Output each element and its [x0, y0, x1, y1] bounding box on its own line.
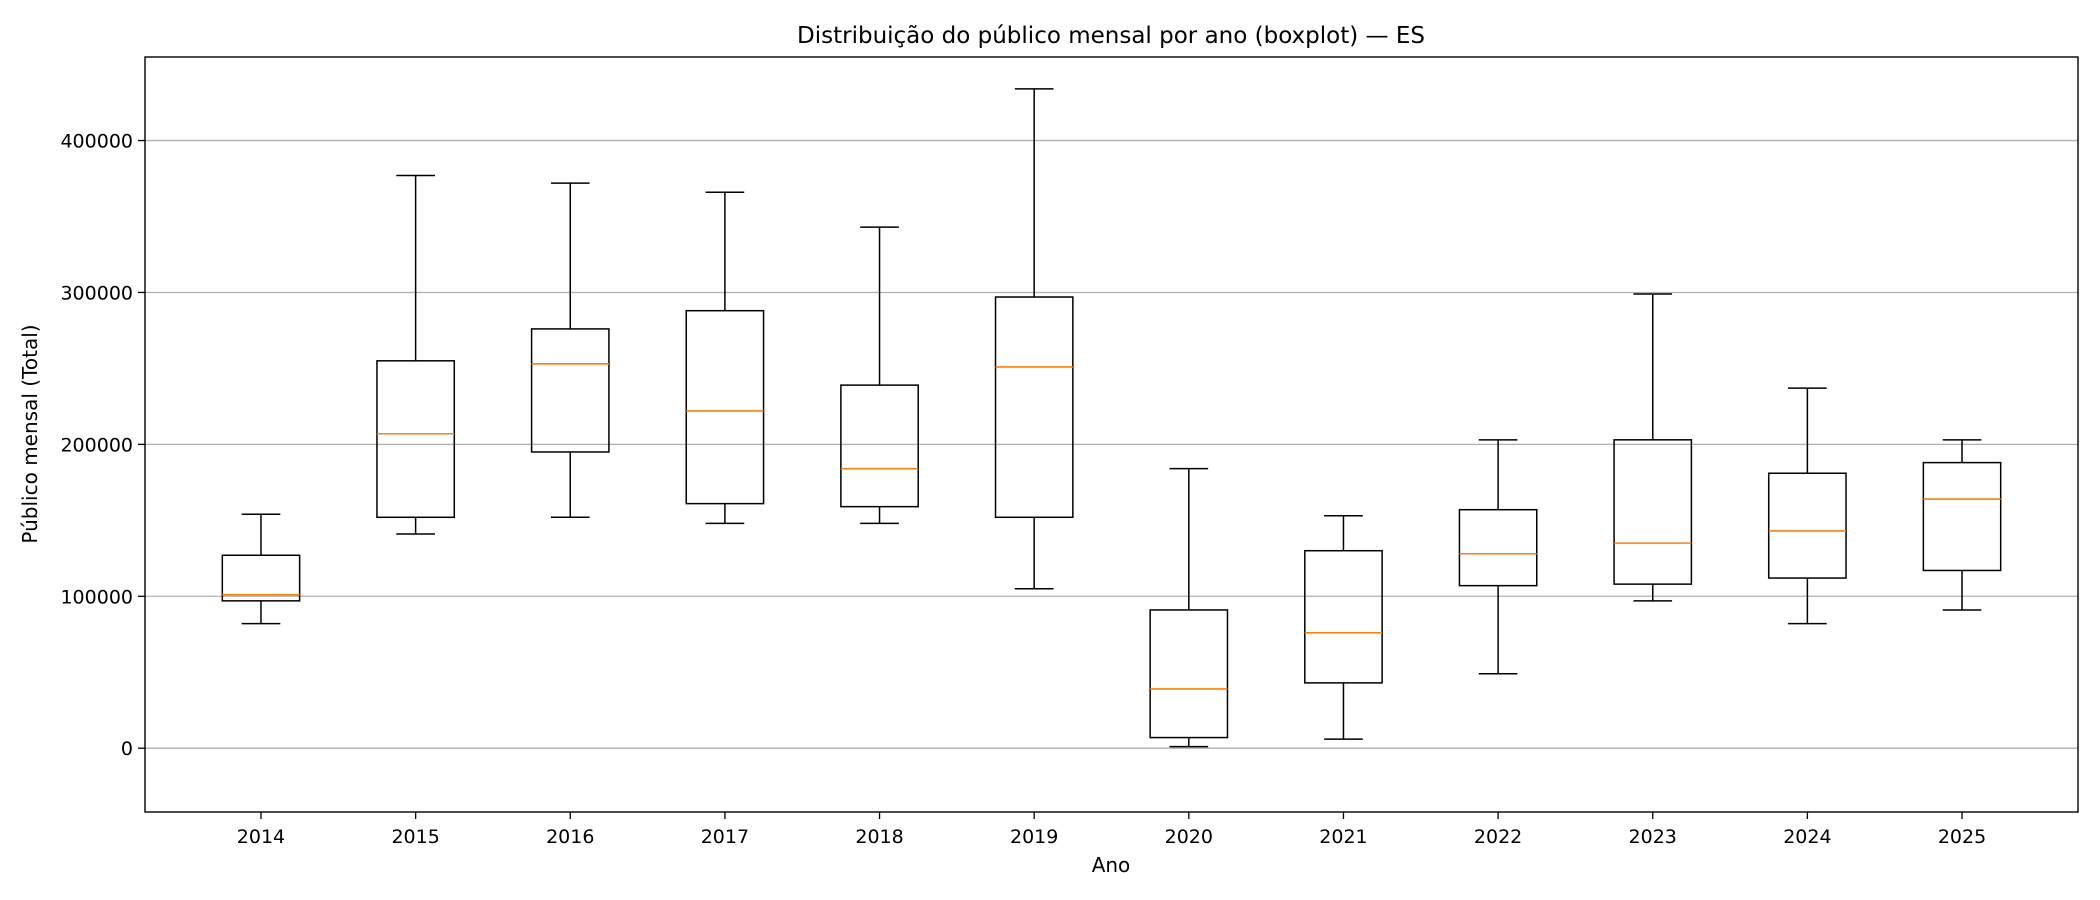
y-tick-label: 0: [121, 738, 133, 760]
plot-frame: [144, 56, 2079, 813]
y-axis-ticks: 0 100000 200000 300000 400000: [60, 131, 145, 760]
x-tick-label: 2023: [1629, 826, 1677, 848]
x-tick-label: 2022: [1474, 826, 1522, 848]
x-tick-label: 2025: [1938, 826, 1986, 848]
box-2021: [1304, 515, 1383, 740]
box-2014: [221, 513, 301, 625]
box-2016: [530, 182, 610, 519]
iqr-box: [376, 360, 456, 519]
iqr-box: [685, 309, 765, 505]
iqr-box: [1458, 508, 1538, 587]
x-tick-label: 2018: [855, 826, 903, 848]
x-tick-label: 2014: [237, 826, 285, 848]
x-tick-label: 2016: [546, 826, 594, 848]
box-2024: [1767, 387, 1847, 625]
box-2019: [994, 88, 1074, 590]
x-axis-ticks: 2014 2015 2016 2017 2018 2019 2020 2021 2022 2023…: [237, 812, 1986, 848]
y-axis-label: Público mensal (Total): [18, 324, 42, 543]
box-2017: [685, 191, 765, 525]
box-2015: [376, 174, 456, 535]
x-tick-label: 2015: [391, 826, 439, 848]
box-2025: [1922, 439, 2002, 611]
y-gridlines: [145, 139, 2078, 749]
x-axis-label: Ano: [1092, 853, 1131, 877]
iqr-box: [840, 384, 919, 508]
iqr-box: [994, 296, 1074, 519]
iqr-box: [1922, 461, 2002, 572]
iqr-box: [1149, 609, 1229, 739]
box-2022: [1458, 439, 1538, 675]
iqr-box: [530, 328, 610, 453]
x-tick-label: 2017: [701, 826, 749, 848]
y-tick-label: 400000: [60, 131, 133, 153]
y-tick-label: 100000: [60, 586, 133, 608]
box-2023: [1613, 293, 1693, 602]
iqr-box: [1304, 549, 1383, 684]
y-tick-label: 300000: [60, 282, 133, 304]
x-tick-label: 2021: [1319, 826, 1367, 848]
x-tick-label: 2019: [1010, 826, 1058, 848]
y-tick-label: 200000: [60, 434, 133, 456]
x-tick-label: 2024: [1783, 826, 1831, 848]
boxes: [221, 88, 2002, 748]
iqr-box: [1767, 472, 1847, 579]
box-2020: [1149, 467, 1229, 748]
chart-title: Distribuição do público mensal por ano (…: [797, 23, 1425, 49]
iqr-box: [1613, 439, 1693, 585]
box-2018: [840, 226, 919, 525]
iqr-box: [221, 554, 301, 602]
x-tick-label: 2020: [1165, 826, 1213, 848]
